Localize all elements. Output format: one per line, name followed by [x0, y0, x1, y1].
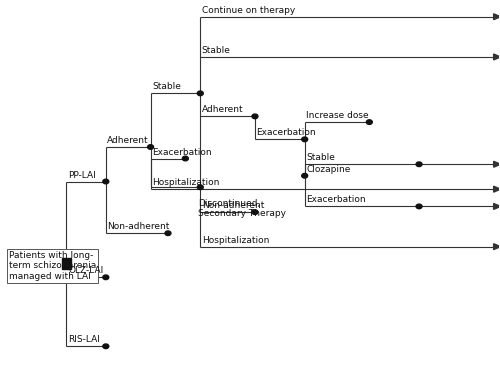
Text: Exacerbation: Exacerbation	[152, 147, 212, 157]
Polygon shape	[494, 54, 500, 60]
Circle shape	[198, 91, 203, 96]
Circle shape	[302, 173, 308, 178]
Text: Clozapine: Clozapine	[306, 165, 350, 174]
Circle shape	[198, 185, 203, 190]
Text: Non-adherent: Non-adherent	[108, 222, 170, 231]
Text: RIS-LAI: RIS-LAI	[68, 335, 100, 344]
Circle shape	[165, 231, 171, 235]
Text: OLZ-LAI: OLZ-LAI	[68, 266, 104, 275]
Text: Exacerbation: Exacerbation	[256, 129, 316, 137]
Polygon shape	[494, 161, 500, 167]
Text: Non-adherent: Non-adherent	[202, 201, 264, 210]
Circle shape	[103, 344, 109, 349]
Circle shape	[416, 204, 422, 209]
Bar	[62, 258, 70, 269]
Polygon shape	[494, 14, 500, 20]
Circle shape	[252, 210, 258, 215]
Polygon shape	[494, 186, 500, 192]
Text: Discontinued,
Secondary Therapy: Discontinued, Secondary Therapy	[198, 199, 286, 218]
Circle shape	[103, 179, 109, 184]
Circle shape	[302, 137, 308, 142]
Circle shape	[416, 162, 422, 166]
Text: Increase dose: Increase dose	[306, 111, 369, 120]
Circle shape	[252, 114, 258, 119]
Text: Stable: Stable	[306, 153, 335, 163]
Text: Hospitalization: Hospitalization	[202, 236, 269, 245]
Text: Exacerbation: Exacerbation	[306, 195, 366, 205]
Polygon shape	[494, 203, 500, 209]
Circle shape	[103, 275, 109, 279]
Circle shape	[148, 145, 154, 149]
Text: PP-LAI: PP-LAI	[68, 171, 96, 179]
Polygon shape	[494, 244, 500, 250]
Circle shape	[182, 156, 188, 161]
Text: Patients with long-
term schizophrenia
managed with LAI: Patients with long- term schizophrenia m…	[9, 251, 96, 281]
Text: Stable: Stable	[202, 46, 230, 55]
Text: Adherent: Adherent	[108, 136, 149, 145]
Text: Continue on therapy: Continue on therapy	[202, 6, 295, 15]
Text: Hospitalization: Hospitalization	[152, 178, 220, 187]
Text: Stable: Stable	[152, 83, 181, 91]
Circle shape	[366, 120, 372, 124]
Text: Adherent: Adherent	[202, 105, 243, 114]
